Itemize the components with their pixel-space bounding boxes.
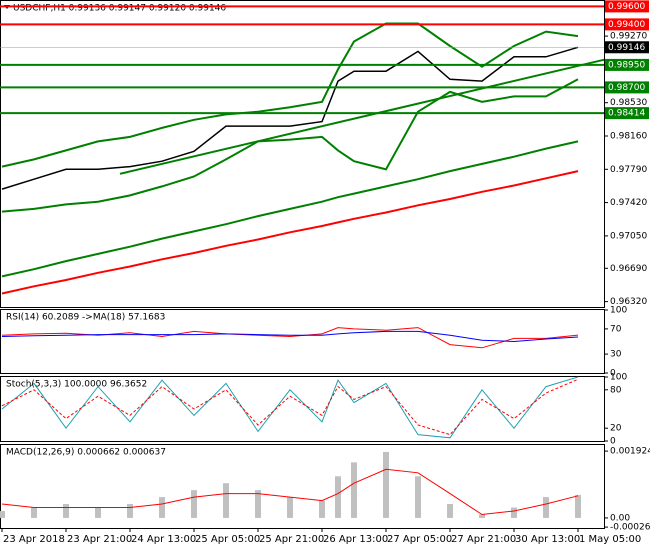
x-tick-label: 25 Apr 05:00 — [195, 534, 260, 545]
y-tick-label: 80 — [610, 385, 622, 395]
level-box — [605, 107, 649, 120]
histogram-bar — [335, 476, 341, 518]
histogram-bar — [127, 504, 133, 518]
main-panel — [0, 0, 605, 308]
histogram-bar — [415, 476, 421, 518]
histogram-bar — [543, 497, 549, 518]
y-tick-label: 0.00 — [610, 513, 630, 523]
panel-plot — [1, 376, 579, 439]
histogram-bar — [319, 500, 325, 518]
y-tick-label: 0.98530 — [610, 98, 647, 108]
x-tick-label: 30 Apr 13:00 — [515, 534, 580, 545]
x-tick-label: 1 May 05:00 — [579, 534, 641, 545]
panel-plot — [1, 327, 579, 349]
panel-title: Stoch(5,3,3) 100.0000 96.3652 — [6, 380, 147, 390]
series-line — [1, 140, 579, 278]
panel-title: MACD(12,26,9) 0.000662 0.000637 — [6, 448, 166, 458]
x-tick-label: 27 Apr 05:00 — [387, 534, 452, 545]
histogram-bar — [159, 497, 165, 518]
current-price-box — [605, 41, 649, 54]
x-tick-label: 25 Apr 21:00 — [259, 534, 324, 545]
histogram-bar — [351, 462, 357, 518]
histogram-bar — [287, 497, 293, 518]
histogram-bar — [63, 504, 69, 518]
histogram-bar — [383, 451, 389, 518]
x-tick-label: 23 Apr 21:00 — [67, 534, 132, 545]
y-tick-label: 20 — [610, 424, 622, 434]
histogram-bar — [479, 514, 485, 518]
level-box — [605, 58, 649, 71]
level-label: 0.99600 — [608, 2, 645, 12]
current-price-label: 0.99146 — [608, 43, 645, 53]
series-line — [1, 22, 579, 168]
histogram-bar — [255, 490, 261, 518]
histogram-bar — [0, 510, 5, 518]
series-line — [1, 327, 579, 349]
signal-line — [1, 468, 579, 516]
series-line — [1, 78, 579, 213]
histogram-bar — [447, 504, 453, 518]
x-tick-label: 26 Apr 13:00 — [323, 534, 388, 545]
y-tick-label: 0.98160 — [610, 132, 647, 142]
series-line — [1, 330, 579, 343]
histogram-bar — [511, 507, 517, 518]
x-tick-label: 27 Apr 21:00 — [451, 534, 516, 545]
y-tick-label: 0.001924 — [610, 447, 650, 457]
panel-title: USDCHF,H1 0.99136 0.99147 0.99120 0.9914… — [13, 4, 226, 14]
series-line — [1, 46, 579, 190]
level-box — [605, 81, 649, 94]
level-label: 0.98414 — [608, 109, 645, 119]
y-tick-label: 0 — [610, 437, 616, 447]
y-tick-label: 0.96320 — [610, 297, 647, 307]
y-tick-label: -0.000264 — [610, 523, 650, 533]
macd-panel — [0, 444, 605, 529]
x-tick-label: 24 Apr 13:00 — [131, 534, 196, 545]
panel-plot — [1, 22, 604, 295]
y-tick-label: 100 — [610, 373, 627, 383]
level-box — [605, 18, 649, 31]
histogram-bar — [575, 494, 581, 518]
y-tick-label: 0.97420 — [610, 198, 647, 208]
y-tick-label: 0.99270 — [610, 32, 647, 42]
stoch-panel — [0, 376, 605, 442]
rsi-panel — [0, 309, 605, 374]
level-label: 0.98950 — [608, 60, 645, 70]
trendline — [119, 58, 604, 175]
series-line — [1, 170, 579, 295]
panel-plot — [0, 451, 581, 518]
histogram-bar — [223, 483, 229, 518]
level-label: 0.98700 — [608, 83, 645, 93]
x-tick-label: 23 Apr 2018 — [3, 534, 65, 545]
y-tick-label: 0.97050 — [610, 231, 647, 241]
level-label: 0.99400 — [608, 20, 645, 30]
histogram-bar — [191, 490, 197, 518]
histogram-bar — [31, 507, 37, 518]
y-tick-label: 0.96690 — [610, 264, 647, 274]
y-tick-label: 70 — [610, 324, 622, 334]
panel-title: RSI(14) 60.2089 ->MA(18) 57.1683 — [6, 313, 165, 323]
y-tick-label: 100 — [610, 306, 627, 316]
y-tick-label: 30 — [610, 350, 622, 360]
level-box — [605, 0, 649, 13]
series-line — [1, 376, 579, 439]
histogram-bar — [95, 507, 101, 518]
y-tick-label: 0.97790 — [610, 165, 647, 175]
y-tick-label: 0 — [610, 369, 616, 379]
